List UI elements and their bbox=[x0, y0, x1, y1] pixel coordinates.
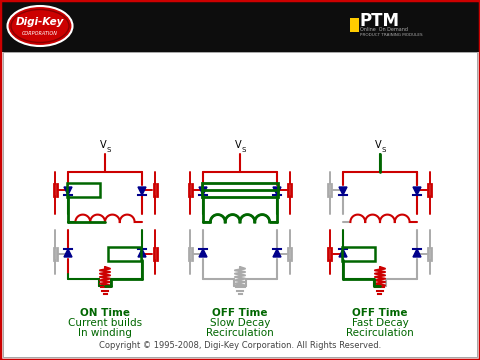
Polygon shape bbox=[138, 249, 146, 257]
Polygon shape bbox=[413, 249, 421, 257]
Text: OFF Time: OFF Time bbox=[352, 308, 408, 318]
Polygon shape bbox=[64, 187, 72, 195]
Polygon shape bbox=[199, 249, 207, 257]
Text: ON Time: ON Time bbox=[80, 308, 130, 318]
Polygon shape bbox=[339, 249, 347, 257]
Bar bbox=[342, 247, 375, 261]
Text: In winding: In winding bbox=[78, 328, 132, 338]
Text: V: V bbox=[100, 140, 106, 150]
Text: Recirculation: Recirculation bbox=[346, 328, 414, 338]
Ellipse shape bbox=[8, 6, 72, 46]
Bar bbox=[350, 18, 359, 32]
Text: Copyright © 1995-2008, Digi-Key Corporation. All Rights Reserved.: Copyright © 1995-2008, Digi-Key Corporat… bbox=[99, 341, 381, 350]
Polygon shape bbox=[199, 187, 207, 195]
Polygon shape bbox=[273, 187, 281, 195]
Text: Current builds: Current builds bbox=[68, 318, 142, 328]
Text: V: V bbox=[375, 140, 381, 150]
Text: PRODUCT TRAINING MODULES: PRODUCT TRAINING MODULES bbox=[360, 33, 422, 37]
Text: PTM: PTM bbox=[360, 12, 400, 30]
Text: S: S bbox=[107, 147, 111, 153]
Text: V: V bbox=[235, 140, 241, 150]
Polygon shape bbox=[339, 187, 347, 195]
Bar bbox=[67, 183, 100, 197]
Bar bbox=[108, 247, 141, 261]
Text: Recirculation: Recirculation bbox=[206, 328, 274, 338]
Text: OFF Time: OFF Time bbox=[212, 308, 268, 318]
Bar bbox=[0, 0, 480, 52]
Text: Slow Decay: Slow Decay bbox=[210, 318, 270, 328]
Bar bbox=[3, 52, 477, 357]
Polygon shape bbox=[413, 187, 421, 195]
Bar bbox=[202, 183, 278, 197]
Polygon shape bbox=[64, 249, 72, 257]
Text: S: S bbox=[382, 147, 386, 153]
Text: Fast Decay: Fast Decay bbox=[352, 318, 408, 328]
Text: Online  On Demand: Online On Demand bbox=[360, 27, 408, 32]
Polygon shape bbox=[273, 249, 281, 257]
Text: Digi-Key: Digi-Key bbox=[16, 17, 64, 27]
Polygon shape bbox=[138, 187, 146, 195]
Text: S: S bbox=[242, 147, 246, 153]
Text: CORPORATION: CORPORATION bbox=[22, 31, 58, 36]
